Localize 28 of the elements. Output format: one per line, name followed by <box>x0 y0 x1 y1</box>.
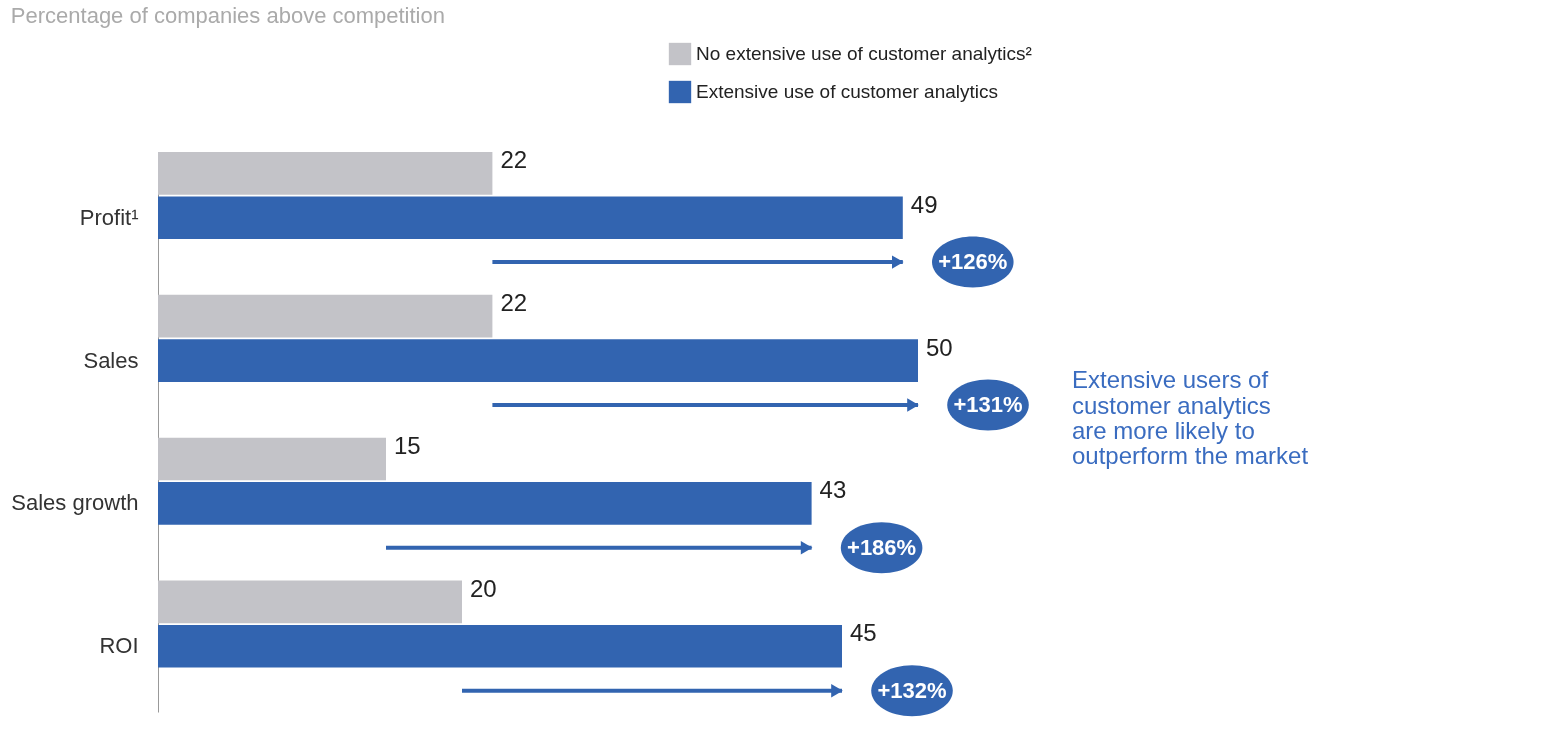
data-label: 43 <box>819 476 847 504</box>
legend-label: No extensive use of customer analytics² <box>696 43 1032 64</box>
bar <box>158 196 903 240</box>
data-label: 22 <box>500 146 528 174</box>
y-tick-label: Profit¹ <box>79 204 139 230</box>
bar <box>158 624 842 668</box>
bar <box>158 482 812 525</box>
chart-subtitle: Percentage of companies above competition <box>10 3 445 28</box>
legend-label: Extensive use of customer analytics <box>696 81 999 102</box>
bar <box>158 294 493 338</box>
bar <box>158 339 918 382</box>
data-label: 45 <box>850 619 877 647</box>
annotation: +131% <box>953 391 1023 417</box>
data-label: 20 <box>470 574 497 602</box>
y-tick-label: ROI <box>99 633 139 659</box>
annotation: +126% <box>938 249 1008 275</box>
bar <box>158 437 386 481</box>
y-tick-label: Sales growth <box>11 490 139 516</box>
annotation: +186% <box>847 534 917 560</box>
data-label: 49 <box>910 190 938 218</box>
y-tick-label: Sales <box>83 347 139 373</box>
bar <box>158 152 493 195</box>
data-label: 50 <box>926 333 953 361</box>
annotation: +132% <box>877 677 947 703</box>
data-label: 15 <box>394 432 421 460</box>
bar <box>158 580 462 624</box>
data-label: 22 <box>500 289 528 317</box>
text: Extensive users of customer analytics are more likely to outperform the market <box>1072 366 1309 470</box>
